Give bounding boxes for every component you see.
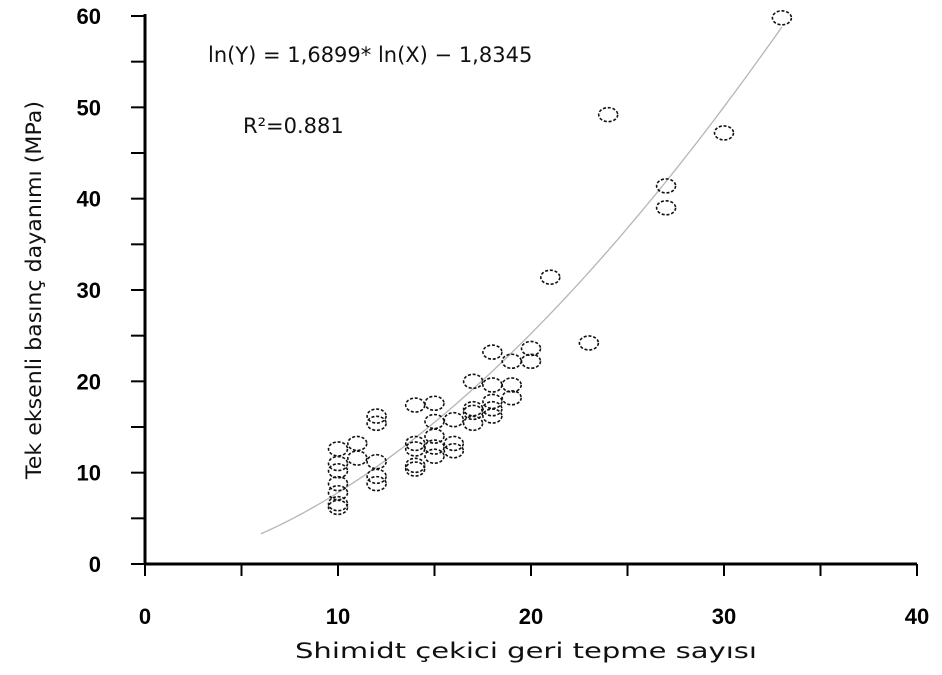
data-point bbox=[462, 404, 484, 421]
data-point bbox=[520, 353, 542, 370]
data-point bbox=[327, 455, 349, 472]
data-point bbox=[482, 393, 503, 410]
data-point bbox=[327, 484, 349, 501]
x-axis-title: Shimidt çekici geri tepme sayısı bbox=[295, 639, 757, 663]
equation-annotation: ln(Y) = 1,6899* ln(X) − 1,8345 bbox=[208, 43, 532, 67]
data-point bbox=[366, 453, 387, 470]
y-tick-label: 50 bbox=[77, 95, 101, 120]
data-point bbox=[366, 468, 387, 485]
data-point bbox=[327, 441, 349, 457]
fit-curve bbox=[260, 26, 783, 535]
data-point bbox=[520, 340, 542, 357]
data-point bbox=[327, 495, 349, 512]
data-point bbox=[346, 435, 368, 452]
x-tick-label: 10 bbox=[326, 604, 350, 629]
data-point bbox=[443, 442, 465, 459]
data-point bbox=[482, 408, 503, 424]
data-point bbox=[771, 10, 793, 26]
data-point bbox=[424, 448, 445, 465]
data-point bbox=[462, 373, 484, 390]
data-point bbox=[327, 475, 349, 492]
data-point bbox=[366, 475, 387, 492]
x-tick-label: 20 bbox=[519, 604, 543, 629]
data-point bbox=[404, 397, 426, 413]
data-point bbox=[713, 125, 735, 141]
data-point bbox=[501, 389, 523, 406]
data-point bbox=[482, 344, 503, 360]
y-tick-label: 60 bbox=[77, 4, 101, 29]
data-point bbox=[404, 457, 426, 474]
data-point bbox=[443, 435, 465, 452]
data-point bbox=[482, 400, 503, 417]
data-point bbox=[597, 106, 619, 123]
y-tick-label: 10 bbox=[77, 461, 101, 486]
data-point bbox=[424, 395, 445, 412]
data-point bbox=[327, 463, 349, 479]
data-point bbox=[424, 439, 445, 455]
data-point bbox=[501, 377, 523, 393]
y-tick-label: 30 bbox=[77, 278, 101, 303]
x-tick-label: 40 bbox=[905, 604, 929, 629]
data-point bbox=[366, 408, 387, 424]
data-point bbox=[539, 269, 561, 286]
data-point bbox=[404, 461, 426, 477]
r-squared-annotation: R²=0.881 bbox=[243, 114, 344, 138]
data-point bbox=[443, 411, 465, 428]
data-point bbox=[404, 435, 426, 452]
data-point bbox=[327, 499, 349, 516]
data-point bbox=[346, 450, 368, 466]
data-point bbox=[578, 335, 600, 351]
data-point bbox=[462, 415, 484, 432]
data-point bbox=[655, 200, 677, 216]
data-point bbox=[366, 415, 387, 432]
x-tick-label: 0 bbox=[139, 604, 151, 629]
y-tick-label: 20 bbox=[77, 369, 101, 394]
fit-curve-layer bbox=[260, 26, 783, 535]
y-tick-label: 0 bbox=[89, 552, 101, 577]
data-points bbox=[327, 10, 793, 516]
data-point bbox=[655, 178, 677, 194]
data-point bbox=[501, 353, 523, 370]
data-point bbox=[482, 377, 503, 393]
data-point bbox=[424, 428, 445, 444]
ticks: 0 10 20 30 40 0 10 20 30 40 50 60 bbox=[77, 4, 930, 629]
axes bbox=[143, 14, 917, 566]
x-tick-label: 30 bbox=[712, 604, 736, 629]
y-axis-title: Tek eksenli basınç dayanımı (MPa) bbox=[22, 101, 46, 480]
y-tick-label: 40 bbox=[77, 187, 101, 212]
data-point bbox=[462, 400, 484, 417]
